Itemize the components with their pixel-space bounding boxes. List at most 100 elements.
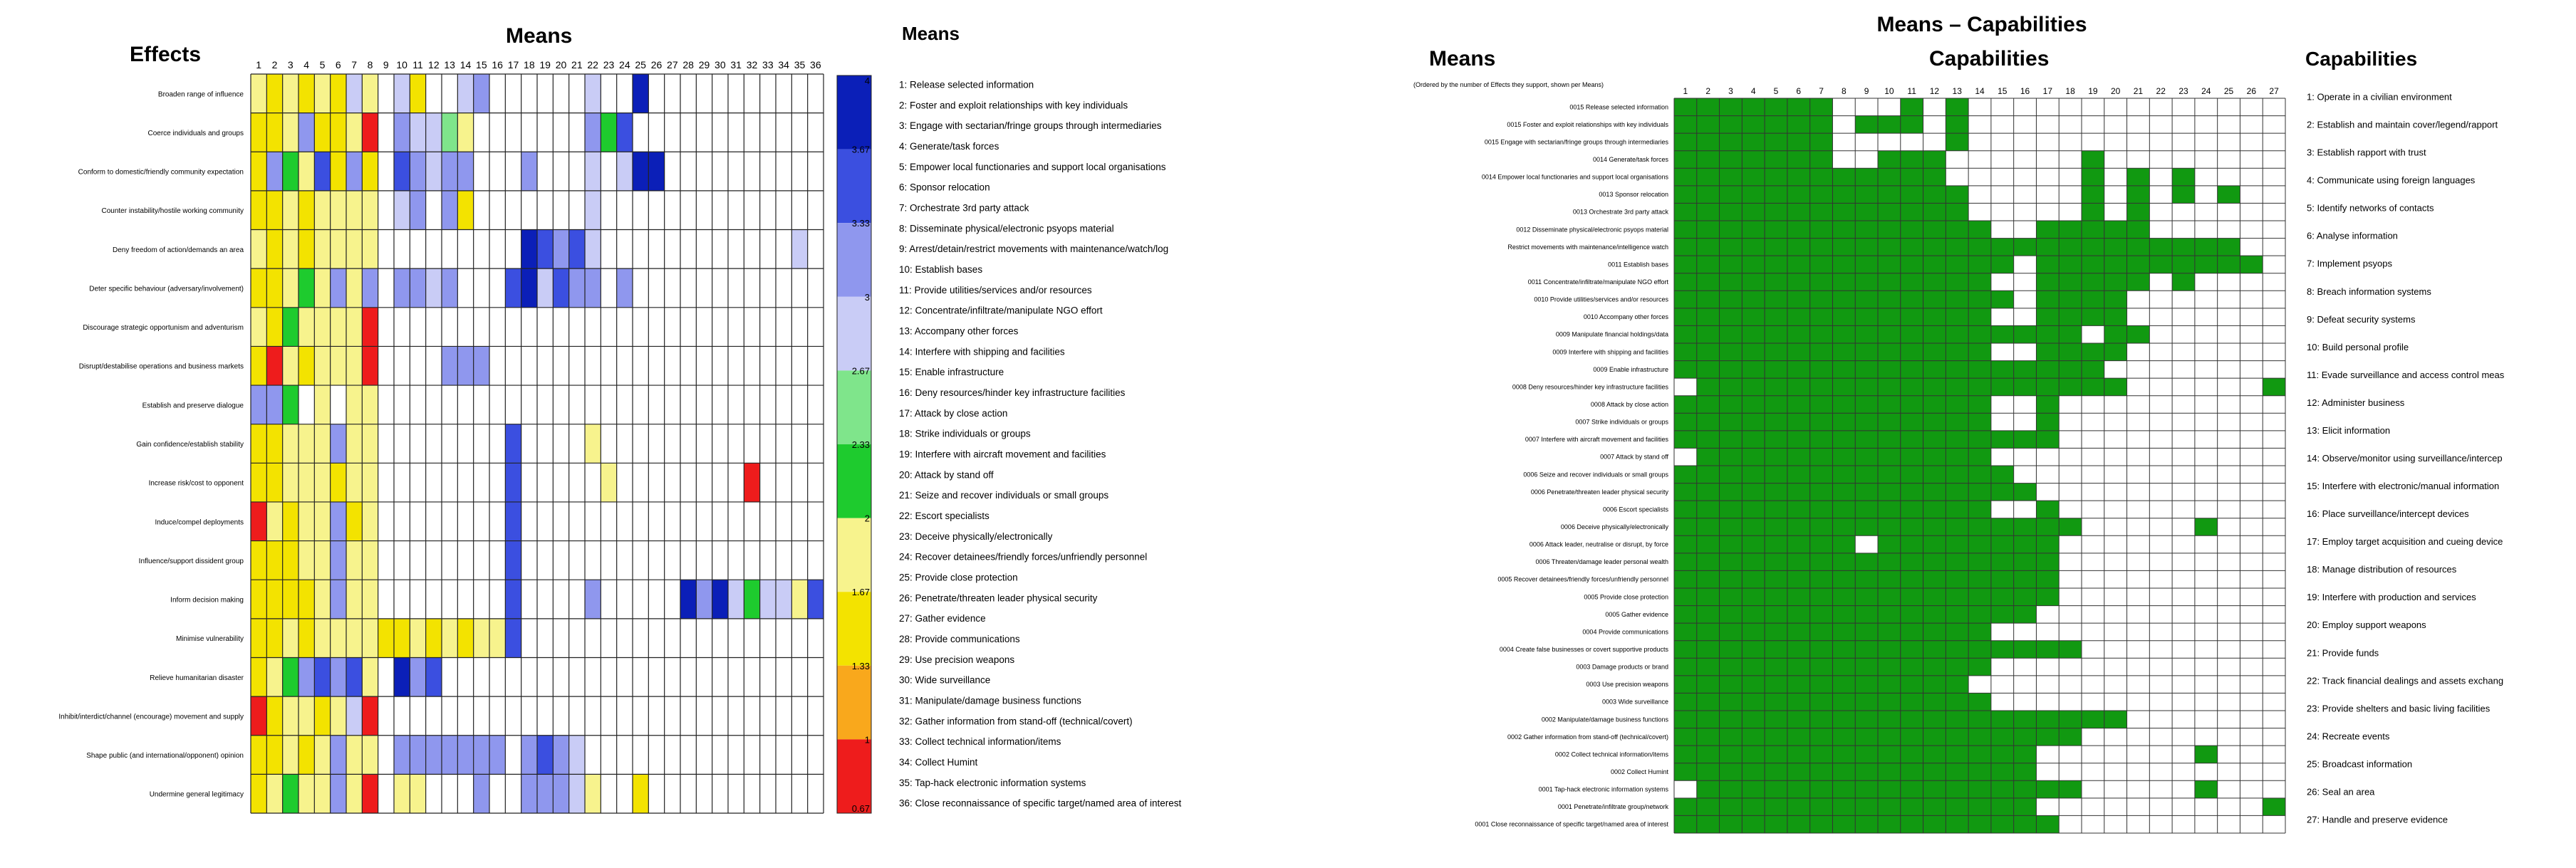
filled-cell: [1923, 360, 1946, 379]
filled-cell: [1809, 763, 1833, 781]
filled-cell: [1787, 395, 1810, 414]
heatmap-cell: [314, 152, 331, 191]
filled-cell: [1765, 150, 1787, 169]
filled-cell: [1742, 553, 1765, 571]
filled-cell: [1742, 815, 1765, 833]
filled-cell: [1696, 518, 1720, 536]
filled-cell: [1832, 325, 1856, 343]
filled-cell: [1765, 501, 1787, 518]
row-label: Influence/support dissident group: [139, 558, 244, 565]
filled-cell: [2263, 378, 2285, 396]
filled-cell: [1832, 395, 1856, 414]
heatmap-cell: [362, 540, 378, 580]
heatmap-cell: [489, 735, 506, 775]
heatmap-cell: [346, 657, 363, 697]
filled-cell: [1765, 658, 1787, 676]
filled-cell: [1923, 780, 1946, 798]
filled-cell: [1809, 221, 1833, 239]
filled-cell: [1990, 763, 2014, 781]
filled-cell: [1923, 501, 1946, 518]
heatmap-cell: [585, 424, 601, 464]
filled-cell: [1968, 413, 1991, 431]
row-label: 0001 Penetrate/infiltrate group/network: [1558, 803, 1669, 810]
filled-cell: [1787, 291, 1810, 308]
filled-cell: [2104, 238, 2127, 256]
filled-cell: [1809, 448, 1833, 466]
filled-cell: [1968, 553, 1991, 571]
filled-cell: [1968, 291, 1991, 308]
filled-cell: [1742, 535, 1765, 553]
heatmap-cell: [425, 618, 442, 658]
filled-cell: [2036, 501, 2060, 518]
heatmap-cell: [362, 696, 378, 736]
filled-cell: [1674, 395, 1697, 414]
heatmap-cell: [362, 735, 378, 775]
heatmap-cell: [616, 268, 633, 308]
row-label: 0006 Penetrate/threaten leader physical …: [1531, 488, 1669, 496]
filled-cell: [2104, 256, 2127, 273]
filled-cell: [1855, 711, 1878, 728]
heatmap-cell: [298, 501, 315, 541]
filled-cell: [1742, 203, 1765, 221]
filled-cell: [1719, 291, 1743, 308]
filled-cell: [1674, 115, 1697, 134]
heatmap-cell: [585, 113, 601, 152]
filled-cell: [1923, 711, 1946, 728]
filled-cell: [1832, 588, 1856, 606]
row-label: 0010 Provide utilities/services and/or r…: [1534, 296, 1668, 303]
heatmap-cell: [394, 152, 410, 191]
heatmap-cell: [394, 657, 410, 697]
filled-cell: [1968, 605, 1991, 624]
filled-cell: [1719, 535, 1743, 553]
row-label: Inform decision making: [170, 597, 244, 605]
heatmap-cell: [251, 463, 267, 502]
filled-cell: [2059, 360, 2082, 379]
heatmap-cell: [521, 774, 537, 813]
filled-cell: [1742, 256, 1765, 273]
heatmap-cell: [394, 74, 410, 113]
filled-cell: [1787, 466, 1810, 483]
row-label: 0015 Engage with sectarian/fringe groups…: [1485, 138, 1669, 145]
heatmap-cell: [251, 696, 267, 736]
filled-cell: [1719, 570, 1743, 588]
legend-item: 7: Implement psyops: [2307, 258, 2392, 269]
heatmap-cell: [314, 346, 331, 386]
filled-cell: [1968, 221, 1991, 239]
row-label: Establish and preserve dialogue: [142, 402, 244, 409]
row-label: 0011 Concentrate/infiltrate/manipulate N…: [1528, 278, 1669, 286]
filled-cell: [1923, 185, 1946, 204]
row-label: Gain confidence/establish stability: [136, 441, 244, 449]
filled-cell: [2082, 256, 2104, 273]
filled-cell: [1946, 466, 1969, 483]
filled-cell: [1968, 623, 1991, 641]
filled-cell: [1990, 711, 2014, 728]
row-label: 0002 Collect Humint: [1611, 768, 1669, 775]
heatmap-cell: [298, 735, 315, 775]
heatmap-cell: [791, 580, 808, 619]
filled-cell: [1946, 221, 1969, 239]
column-label: 18: [2065, 86, 2075, 96]
filled-cell: [2036, 378, 2060, 396]
filled-cell: [1990, 238, 2014, 256]
filled-cell: [1832, 605, 1856, 624]
filled-cell: [1765, 273, 1787, 291]
col-header-capabilities: Capabilities: [1929, 47, 2049, 70]
filled-cell: [1787, 588, 1810, 606]
row-header-effects: Effects: [130, 43, 201, 66]
filled-cell: [1719, 221, 1743, 239]
filled-cell: [1674, 535, 1697, 553]
filled-cell: [2013, 798, 2037, 816]
filled-cell: [1765, 133, 1787, 151]
filled-cell: [1923, 150, 1946, 169]
color-scale-segment: [837, 223, 871, 297]
filled-cell: [1855, 273, 1878, 291]
column-label: 5: [1774, 86, 1779, 96]
row-label: 0001 Tap-hack electronic information sys…: [1539, 786, 1669, 793]
filled-cell: [1832, 553, 1856, 571]
row-label: Discourage strategic opportunism and adv…: [83, 324, 244, 332]
filled-cell: [2036, 256, 2060, 273]
heatmap-cell: [314, 229, 331, 269]
filled-cell: [1990, 605, 2014, 624]
heatmap-cell: [282, 735, 298, 775]
filled-cell: [1696, 343, 1720, 361]
